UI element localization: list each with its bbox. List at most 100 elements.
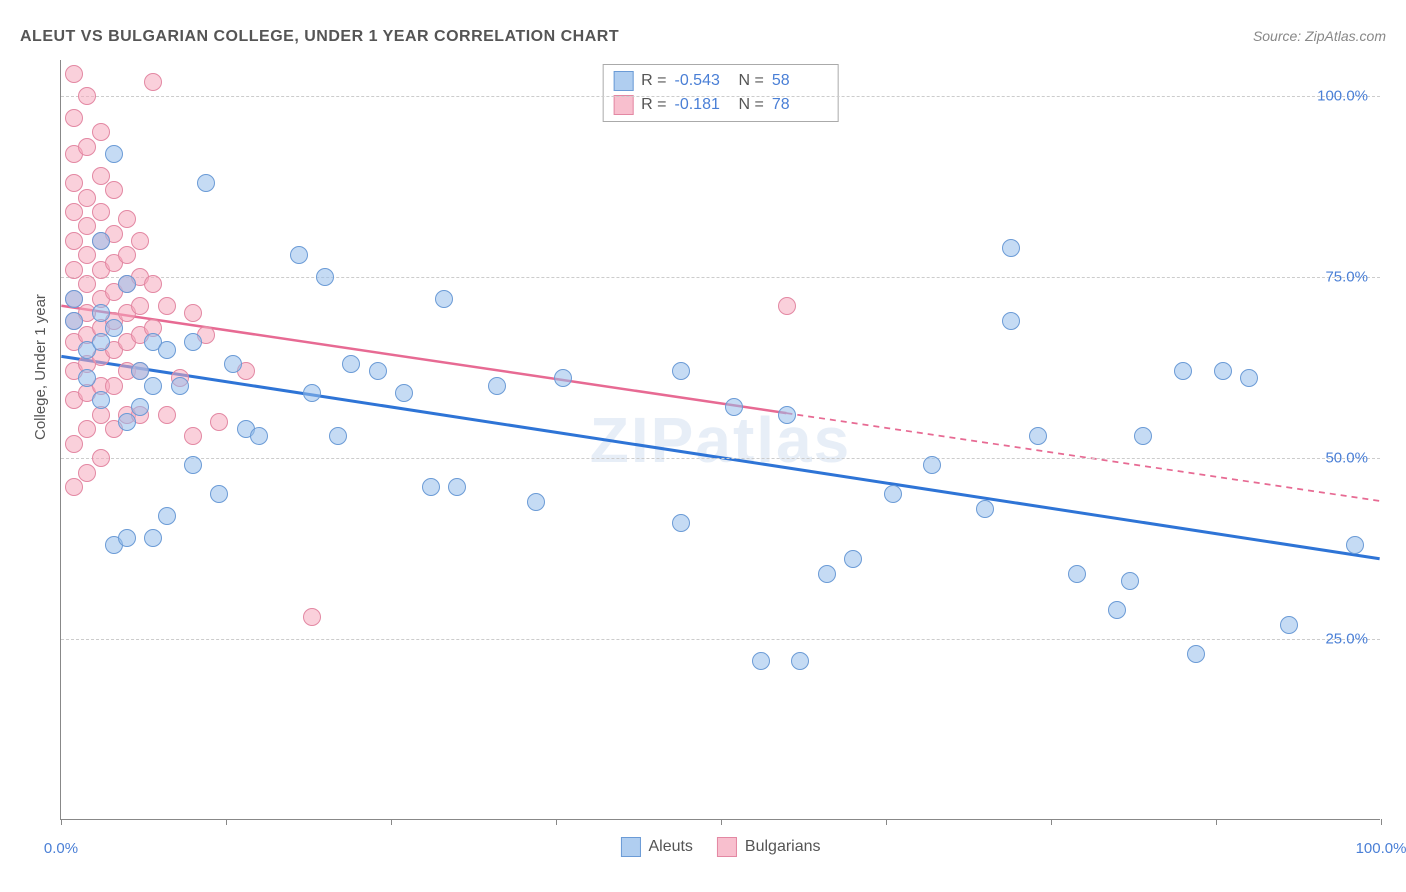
x-tick [226, 819, 227, 825]
scatter-point [65, 478, 83, 496]
y-axis-label: College, Under 1 year [32, 294, 49, 440]
scatter-point [844, 550, 862, 568]
scatter-point [448, 478, 466, 496]
n-label: N = [739, 96, 764, 114]
scatter-point [224, 355, 242, 373]
r-value-aleuts: -0.543 [675, 72, 731, 90]
scatter-point [1068, 565, 1086, 583]
legend-item-bulgarians: Bulgarians [717, 837, 821, 857]
scatter-point [725, 398, 743, 416]
source-label: Source: ZipAtlas.com [1253, 28, 1386, 44]
gridline [61, 96, 1380, 97]
scatter-point [158, 341, 176, 359]
x-tick [721, 819, 722, 825]
legend-swatch-bulgarians [717, 837, 737, 857]
plot-area: ZIPatlas R = -0.543 N = 58 R = -0.181 N … [60, 60, 1380, 820]
scatter-point [171, 377, 189, 395]
scatter-point [158, 406, 176, 424]
scatter-point [184, 456, 202, 474]
scatter-point [290, 246, 308, 264]
scatter-point [976, 500, 994, 518]
scatter-point [1280, 616, 1298, 634]
scatter-point [527, 493, 545, 511]
scatter-point [92, 167, 110, 185]
scatter-point [118, 210, 136, 228]
scatter-point [118, 529, 136, 547]
scatter-point [144, 73, 162, 91]
legend-swatch-aleuts [620, 837, 640, 857]
scatter-point [554, 369, 572, 387]
scatter-point [197, 174, 215, 192]
scatter-point [158, 297, 176, 315]
scatter-point [118, 275, 136, 293]
scatter-point [144, 275, 162, 293]
n-value-aleuts: 58 [772, 72, 828, 90]
x-tick-label-right: 100.0% [1356, 840, 1406, 857]
scatter-point [818, 565, 836, 583]
scatter-point [144, 377, 162, 395]
scatter-point [78, 275, 96, 293]
scatter-point [672, 514, 690, 532]
x-tick [886, 819, 887, 825]
scatter-point [118, 246, 136, 264]
scatter-point [92, 203, 110, 221]
scatter-point [1029, 427, 1047, 445]
scatter-point [92, 333, 110, 351]
x-tick [1051, 819, 1052, 825]
scatter-point [791, 652, 809, 670]
scatter-point [303, 384, 321, 402]
scatter-point [1346, 536, 1364, 554]
stats-row-aleuts: R = -0.543 N = 58 [613, 69, 828, 93]
scatter-point [1002, 312, 1020, 330]
scatter-point [78, 138, 96, 156]
scatter-point [342, 355, 360, 373]
scatter-point [1108, 601, 1126, 619]
scatter-point [923, 456, 941, 474]
n-value-bulgarians: 78 [772, 96, 828, 114]
legend-label-aleuts: Aleuts [648, 838, 692, 856]
gridline [61, 458, 1380, 459]
legend-item-aleuts: Aleuts [620, 837, 692, 857]
scatter-point [210, 413, 228, 431]
scatter-point [65, 290, 83, 308]
scatter-point [184, 333, 202, 351]
scatter-point [316, 268, 334, 286]
scatter-point [78, 189, 96, 207]
scatter-point [1187, 645, 1205, 663]
scatter-point [105, 181, 123, 199]
scatter-point [65, 109, 83, 127]
x-tick [1216, 819, 1217, 825]
scatter-point [92, 449, 110, 467]
scatter-point [1002, 239, 1020, 257]
stats-legend-box: R = -0.543 N = 58 R = -0.181 N = 78 [602, 64, 839, 122]
scatter-point [78, 87, 96, 105]
scatter-point [92, 232, 110, 250]
scatter-point [131, 297, 149, 315]
gridline [61, 639, 1380, 640]
scatter-point [78, 246, 96, 264]
scatter-point [778, 297, 796, 315]
legend-label-bulgarians: Bulgarians [745, 838, 821, 856]
scatter-point [78, 464, 96, 482]
scatter-point [65, 232, 83, 250]
scatter-point [65, 174, 83, 192]
bottom-legend: Aleuts Bulgarians [620, 837, 820, 857]
scatter-point [92, 391, 110, 409]
x-tick [391, 819, 392, 825]
scatter-point [672, 362, 690, 380]
scatter-point [92, 304, 110, 322]
swatch-bulgarians [613, 95, 633, 115]
y-tick-label: 50.0% [1325, 450, 1368, 467]
scatter-point [105, 145, 123, 163]
scatter-point [1240, 369, 1258, 387]
watermark: ZIPatlas [590, 403, 851, 477]
scatter-point [144, 529, 162, 547]
scatter-point [184, 304, 202, 322]
scatter-point [131, 232, 149, 250]
scatter-point [778, 406, 796, 424]
scatter-point [303, 608, 321, 626]
scatter-point [1134, 427, 1152, 445]
scatter-point [105, 319, 123, 337]
scatter-point [158, 507, 176, 525]
scatter-point [131, 398, 149, 416]
